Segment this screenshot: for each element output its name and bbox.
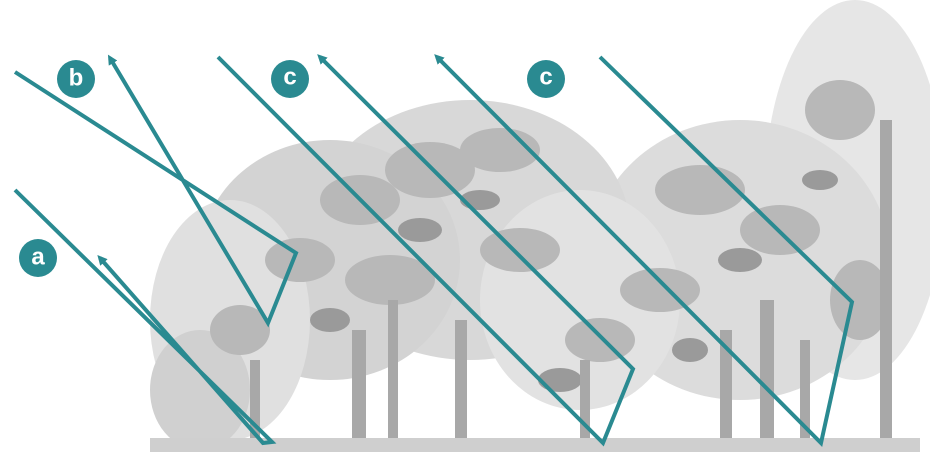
tree-trunks — [250, 120, 892, 440]
badge-c-first: c — [271, 60, 309, 98]
badge-c-first-label: c — [283, 64, 296, 91]
ray-c2-multiple-return — [434, 54, 855, 448]
foliage-shadow — [310, 170, 838, 392]
badge-c-second-label: c — [539, 64, 552, 91]
badge-a: a — [19, 239, 57, 277]
badge-a-label: a — [31, 244, 45, 271]
badge-c-second: c — [527, 60, 565, 98]
ray-c1-multiple-return — [216, 54, 636, 447]
ray-a-ground-return — [13, 188, 277, 446]
forest-canopy — [150, 0, 930, 452]
ray-b-canopy-return — [13, 54, 299, 328]
badge-b-label: b — [69, 65, 84, 92]
lidar-rays — [13, 54, 855, 448]
ground — [150, 438, 920, 452]
badge-b: b — [57, 60, 95, 98]
foliage-detail — [210, 80, 890, 362]
shrub-left — [150, 330, 250, 450]
